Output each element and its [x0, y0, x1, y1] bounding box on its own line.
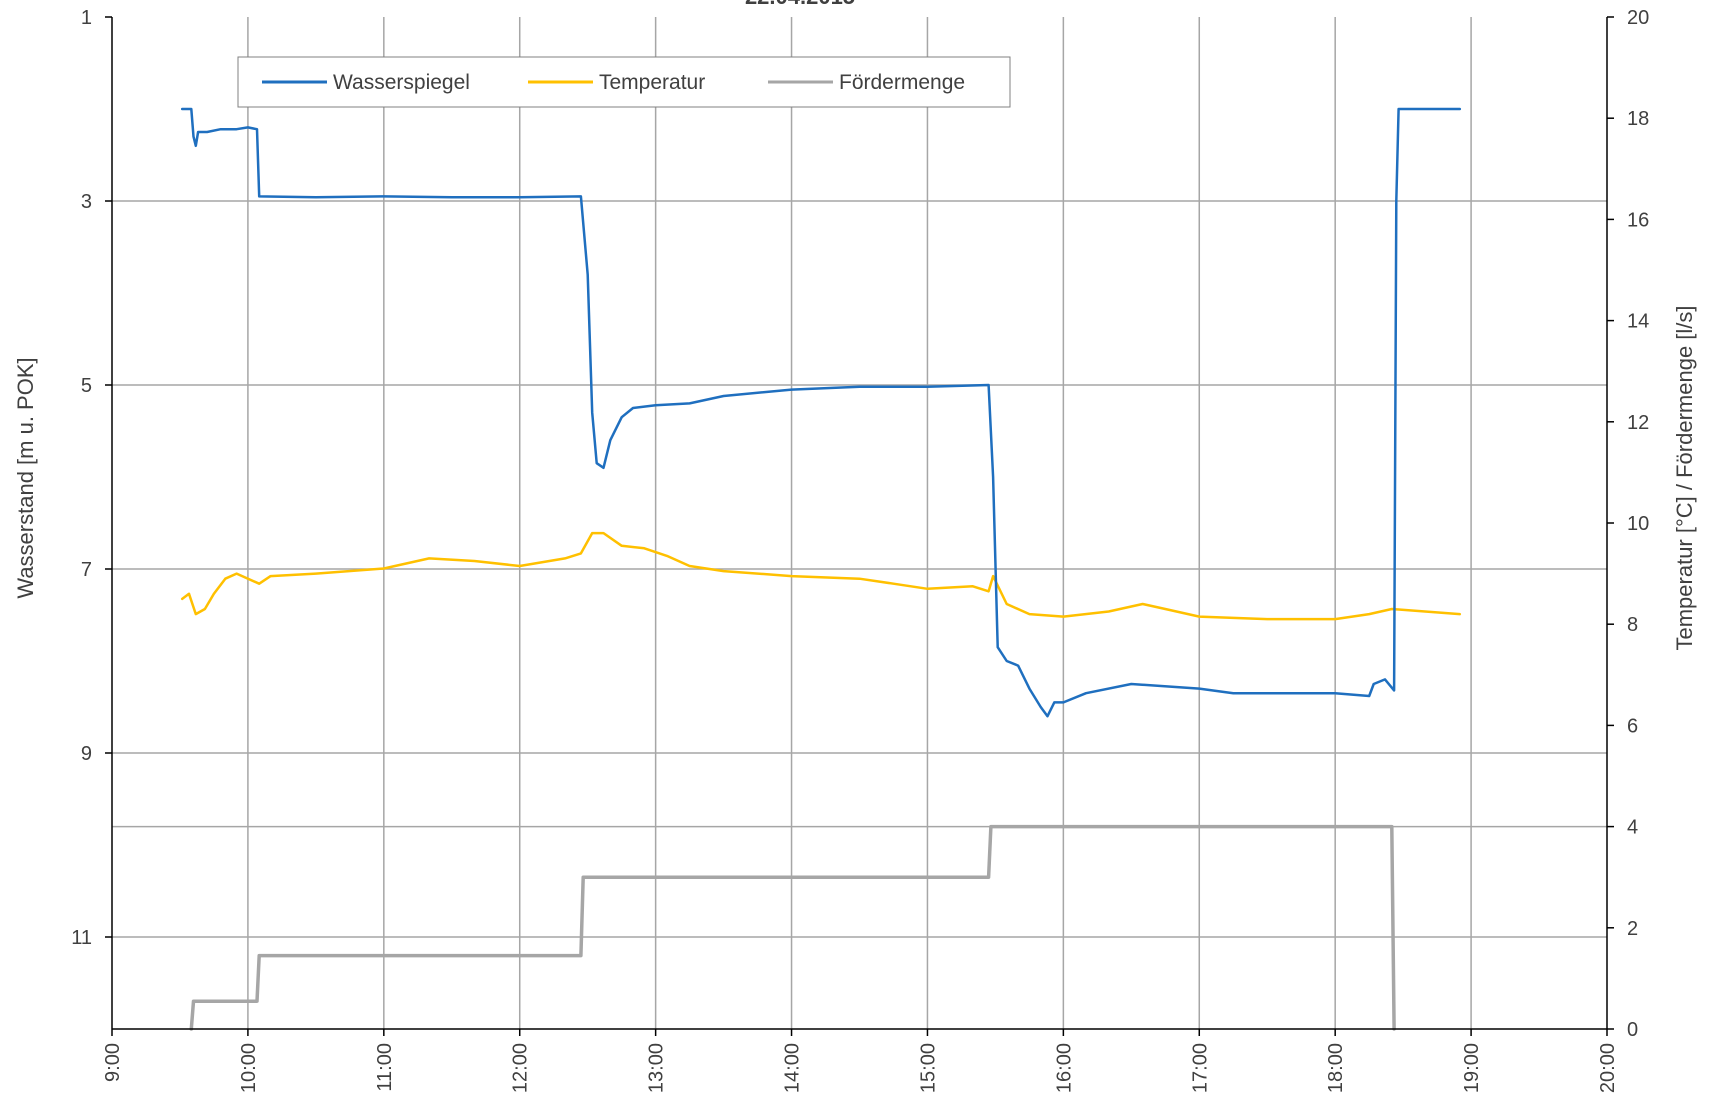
y-right-tick-label: 6 [1627, 715, 1638, 737]
x-tick-label: 16:00 [1053, 1043, 1075, 1093]
y-right-tick-label: 0 [1627, 1019, 1638, 1041]
chart-title: 22.04.2015 [745, 0, 855, 9]
legend: Wasserspiegel Temperatur Fördermenge [237, 56, 1011, 108]
y-right-tick-label: 8 [1627, 614, 1638, 636]
y-right-tick-label: 2 [1627, 918, 1638, 940]
x-tick-label: 10:00 [238, 1043, 260, 1093]
y-left-tick-label: 5 [81, 375, 92, 397]
y-right-tick-label: 10 [1627, 513, 1649, 535]
x-tick-label: 9:00 [102, 1043, 124, 1082]
legend-box [237, 56, 1011, 108]
y-left-tick-label: 11 [71, 927, 92, 949]
legend-label-foerdermenge: Fördermenge [839, 71, 965, 94]
legend-label-temperatur: Temperatur [599, 71, 705, 94]
y-right-tick-label: 20 [1627, 7, 1649, 29]
x-tick-label: 11:00 [374, 1043, 396, 1092]
x-tick-label: 15:00 [917, 1043, 939, 1093]
foerdermenge-line [189, 824, 1396, 1031]
y-right-tick-label: 18 [1627, 108, 1649, 130]
y-right-tick-label: 14 [1627, 311, 1649, 333]
y-right-tick-label: 16 [1627, 209, 1649, 231]
y-left-tick-label: 9 [81, 743, 92, 765]
x-tick-label: 12:00 [510, 1043, 532, 1093]
y-right-tick-label: 4 [1627, 817, 1638, 839]
x-tick-label: 17:00 [1189, 1043, 1211, 1093]
x-tick-label: 13:00 [646, 1043, 668, 1093]
legend-label-wasserspiegel: Wasserspiegel [333, 71, 470, 94]
x-tick-label: 20:00 [1597, 1043, 1619, 1093]
y-right-tick-label: 12 [1627, 412, 1649, 434]
y-left-tick-label: 1 [81, 7, 92, 29]
axes: 9:00 10:00 11:00 12:00 13:00 14:00 15:00 16:00 1… [71, 7, 1649, 1093]
x-tick-label: 14:00 [782, 1043, 804, 1093]
x-tick-label: 18:00 [1325, 1043, 1347, 1093]
wasserspiegel-line [180, 107, 1462, 718]
y-left-tick-label: 7 [81, 559, 92, 581]
grid [112, 17, 1607, 1029]
y-left-tick-label: 3 [81, 191, 92, 213]
y-axis-left-label: Wasserstand [m u. POK] [13, 357, 38, 598]
x-tick-label: 19:00 [1461, 1043, 1483, 1093]
y-axis-right-label: Temperatur [°C] / Fördermenge [l/s] [1672, 305, 1697, 650]
series-layer [180, 107, 1462, 1031]
temperatur-line [180, 531, 1462, 621]
